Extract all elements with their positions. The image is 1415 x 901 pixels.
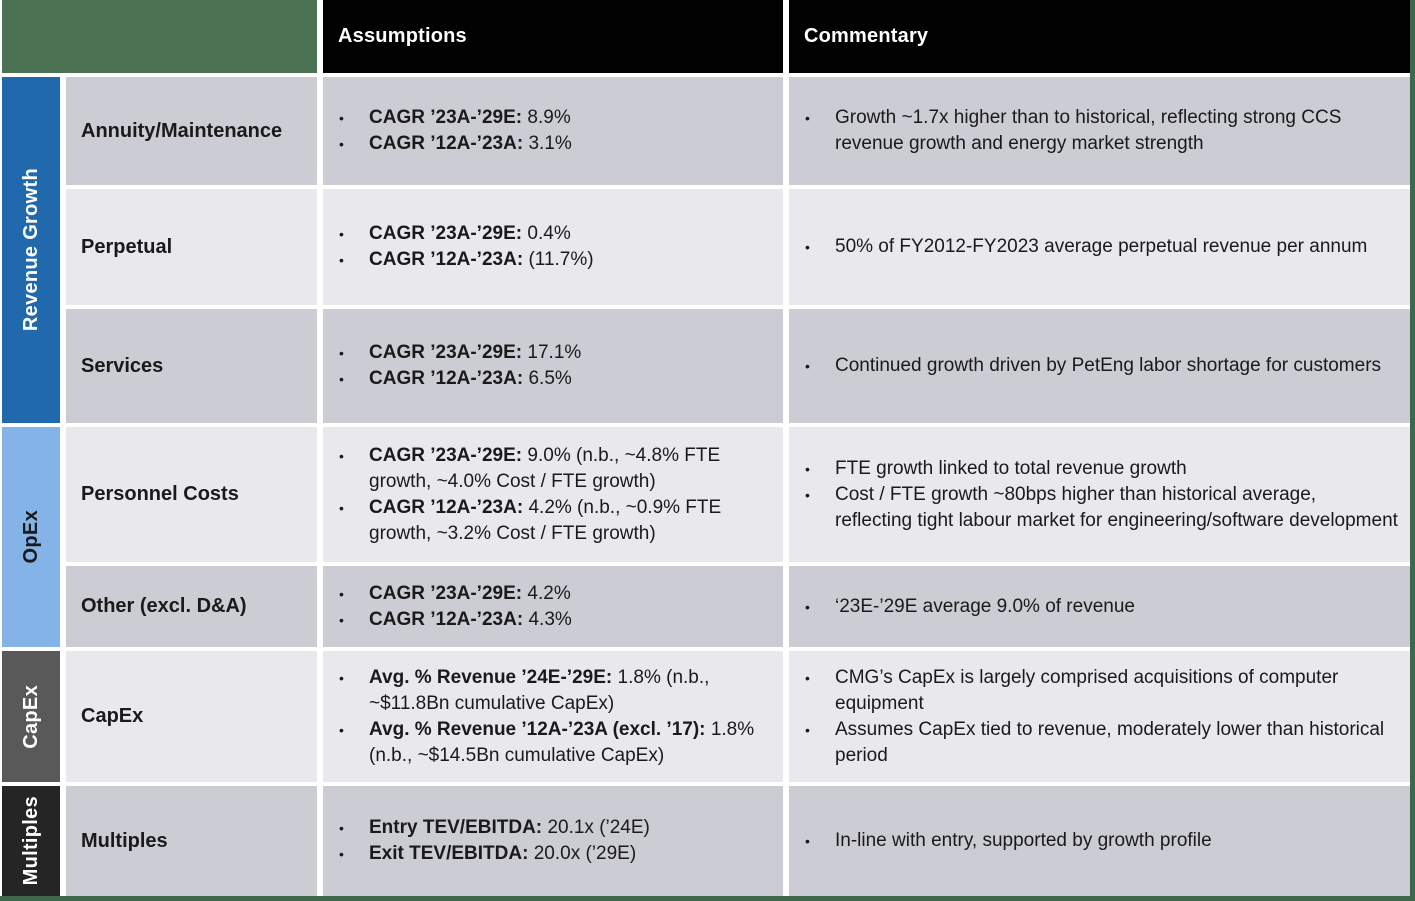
commentary-bullet: Cost / FTE growth ~80bps higher than his… (789, 482, 1410, 534)
commentary-bullet: In-line with entry, supported by growth … (789, 828, 1410, 854)
commentary-cell-personnel-costs: FTE growth linked to total revenue growt… (789, 427, 1410, 562)
assumption-bullet: CAGR ’12A-’23A:4.3% (323, 607, 783, 633)
assumption-metric-value: 20.1x (’24E) (547, 817, 650, 838)
group-label: OpEx (19, 510, 42, 564)
column-header-commentary: Commentary (789, 0, 1410, 73)
assumption-metric-value: 1.8% (n.b., ~$11.8Bn cumulative CapEx) (369, 666, 710, 714)
assumption-bullet: CAGR ’23A-’29E:8.9% (323, 105, 783, 131)
assumption-metric-label: Avg. % Revenue ’12A-’23A (excl. ’17): (369, 718, 706, 740)
row-label-text: Personnel Costs (81, 483, 239, 505)
assumption-bullet: Avg. % Revenue ’24E-’29E:1.8% (n.b., ~$1… (323, 665, 783, 717)
commentary-cell-perpetual: 50% of FY2012-FY2023 average perpetual r… (789, 189, 1410, 305)
assumptions-cell-perpetual: CAGR ’23A-’29E:0.4%CAGR ’12A-’23A:(11.7%… (323, 189, 783, 305)
group-label: Revenue Growth (19, 168, 42, 332)
assumptions-cell-other-excl-d-a: CAGR ’23A-’29E:4.2%CAGR ’12A-’23A:4.3% (323, 566, 783, 647)
assumption-bullet: CAGR ’12A-’23A:3.1% (323, 131, 783, 157)
group-cell-multiples: Multiples (2, 786, 60, 896)
assumptions-cell-capex: Avg. % Revenue ’24E-’29E:1.8% (n.b., ~$1… (323, 651, 783, 782)
assumption-metric-label: CAGR ’12A-’23A: (369, 608, 524, 630)
assumptions-cell-personnel-costs: CAGR ’23A-’29E:9.0% (n.b., ~4.8% FTE gro… (323, 427, 783, 562)
assumptions-cell-multiples: Entry TEV/EBITDA:20.1x (’24E)Exit TEV/EB… (323, 786, 783, 896)
assumptions-cell-services: CAGR ’23A-’29E:17.1%CAGR ’12A-’23A:6.5% (323, 309, 783, 423)
column-header-assumptions: Assumptions (323, 0, 783, 73)
assumption-bullet: CAGR ’23A-’29E:17.1% (323, 340, 783, 366)
group-cell-capex: CapEx (2, 651, 60, 782)
assumption-metric-label: CAGR ’23A-’29E: (369, 342, 523, 363)
commentary-cell-services: Continued growth driven by PetEng labor … (789, 309, 1410, 423)
assumption-metric-value: 8.9% (527, 107, 571, 128)
assumptions-cell-annuity-maintenance: CAGR ’23A-’29E:8.9%CAGR ’12A-’23A:3.1% (323, 77, 783, 185)
assumption-metric-label: CAGR ’12A-’23A: (369, 496, 524, 518)
assumption-metric-value: 20.0x (’29E) (533, 843, 637, 864)
assumption-bullet: CAGR ’23A-’29E:4.2% (323, 581, 783, 607)
assumption-bullet: Exit TEV/EBITDA:20.0x (’29E) (323, 841, 783, 867)
assumption-metric-label: CAGR ’12A-’23A: (369, 249, 524, 270)
row-label-text: Multiples (81, 829, 168, 852)
assumption-metric-value: 4.2% (n.b., ~0.9% FTE growth, ~3.2% Cost… (369, 496, 722, 544)
commentary-cell-other-excl-d-a: ‘23E-’29E average 9.0% of revenue (789, 566, 1410, 647)
assumption-metric-label: CAGR ’23A-’29E: (369, 107, 523, 128)
assumption-metric-label: CAGR ’12A-’23A: (369, 368, 524, 389)
assumption-bullet: CAGR ’23A-’29E:9.0% (n.b., ~4.8% FTE gro… (323, 443, 783, 495)
row-label-capex: CapEx (66, 651, 317, 782)
group-label: Multiples (19, 796, 42, 886)
assumption-metric-value: 0.4% (527, 223, 571, 244)
row-label-text: Services (81, 354, 164, 377)
commentary-cell-annuity-maintenance: Growth ~1.7x higher than to historical, … (789, 77, 1410, 185)
assumption-metric-value: 4.2% (527, 582, 571, 604)
assumption-metric-value: (11.7%) (528, 249, 594, 270)
row-label-text: Annuity/Maintenance (81, 119, 283, 142)
assumption-metric-value: 6.5% (528, 368, 572, 389)
group-cell-revenue-growth: Revenue Growth (2, 77, 60, 423)
assumption-metric-label: CAGR ’12A-’23A: (369, 133, 524, 154)
commentary-bullet: CMG’s CapEx is largely comprised acquisi… (789, 665, 1410, 717)
assumption-metric-label: Entry TEV/EBITDA: (369, 817, 543, 838)
group-label: CapEx (19, 684, 42, 749)
assumption-metric-label: CAGR ’23A-’29E: (369, 223, 523, 244)
assumption-bullet: CAGR ’12A-’23A:(11.7%) (323, 247, 783, 273)
row-label-perpetual: Perpetual (66, 189, 317, 305)
assumption-bullet: Entry TEV/EBITDA:20.1x (’24E) (323, 815, 783, 841)
row-label-multiples: Multiples (66, 786, 317, 896)
assumption-metric-value: 17.1% (527, 342, 582, 363)
commentary-bullet: ‘23E-’29E average 9.0% of revenue (789, 594, 1410, 620)
commentary-bullet: FTE growth linked to total revenue growt… (789, 456, 1410, 482)
assumption-bullet: CAGR ’12A-’23A:6.5% (323, 366, 783, 392)
row-label-personnel-costs: Personnel Costs (66, 427, 317, 562)
assumption-metric-value: 3.1% (528, 133, 572, 154)
assumption-metric-value: 4.3% (528, 608, 572, 630)
assumption-metric-value: 1.8% (n.b., ~$14.5Bn cumulative CapEx) (369, 718, 755, 766)
commentary-bullet: Assumes CapEx tied to revenue, moderatel… (789, 717, 1410, 769)
group-cell-opex: OpEx (2, 427, 60, 647)
assumptions-header-label: Assumptions (338, 25, 467, 47)
row-label-services: Services (66, 309, 317, 423)
assumption-metric-label: CAGR ’23A-’29E: (369, 582, 523, 604)
assumption-metric-label: CAGR ’23A-’29E: (369, 444, 523, 466)
commentary-bullet: 50% of FY2012-FY2023 average perpetual r… (789, 234, 1410, 260)
assumption-bullet: CAGR ’12A-’23A:4.2% (n.b., ~0.9% FTE gro… (323, 495, 783, 547)
row-label-text: Other (excl. D&A) (81, 595, 247, 617)
row-label-text: Perpetual (81, 235, 173, 258)
commentary-bullet: Continued growth driven by PetEng labor … (789, 353, 1410, 379)
commentary-header-label: Commentary (804, 25, 929, 47)
assumption-bullet: Avg. % Revenue ’12A-’23A (excl. ’17):1.8… (323, 717, 783, 769)
commentary-bullet: Growth ~1.7x higher than to historical, … (789, 105, 1410, 157)
row-label-text: CapEx (81, 705, 144, 727)
assumption-metric-value: 9.0% (n.b., ~4.8% FTE growth, ~4.0% Cost… (369, 444, 721, 492)
row-label-other-excl-d-a: Other (excl. D&A) (66, 566, 317, 647)
row-label-annuity-maintenance: Annuity/Maintenance (66, 77, 317, 185)
assumption-metric-label: Avg. % Revenue ’24E-’29E: (369, 666, 613, 688)
corner-green-block (2, 0, 317, 73)
assumption-bullet: CAGR ’23A-’29E:0.4% (323, 221, 783, 247)
assumption-metric-label: Exit TEV/EBITDA: (369, 843, 529, 864)
commentary-cell-multiples: In-line with entry, supported by growth … (789, 786, 1410, 896)
commentary-cell-capex: CMG’s CapEx is largely comprised acquisi… (789, 651, 1410, 782)
